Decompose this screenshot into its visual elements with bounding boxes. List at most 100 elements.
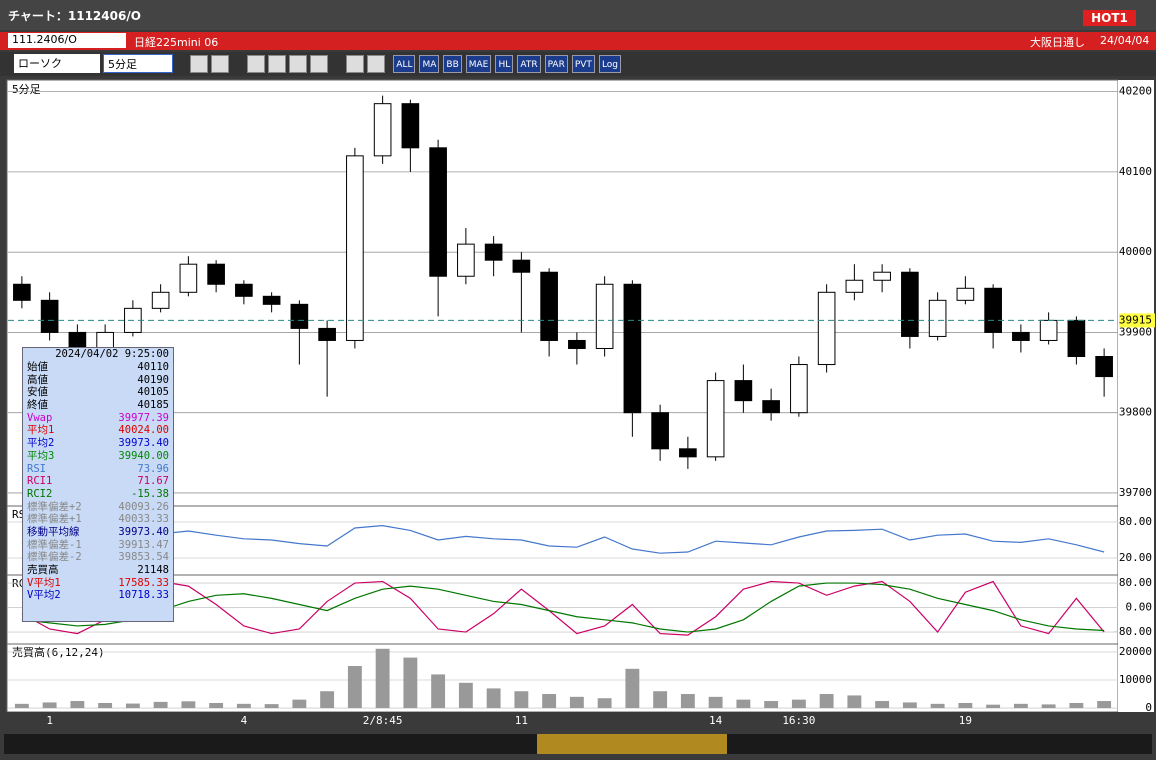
info-label: 売買高 <box>27 564 59 576</box>
tool-button[interactable]: MAE <box>465 55 492 73</box>
icon[interactable] <box>190 55 208 73</box>
info-row: RSI 73.96 <box>23 463 173 476</box>
hot-button[interactable]: HOT1 <box>1083 10 1136 26</box>
y-tick-label: 0.00 <box>1126 601 1153 614</box>
info-label: RCI2 <box>27 487 53 500</box>
info-row: V平均1 17585.33 <box>23 577 173 590</box>
volume-bar <box>264 704 279 709</box>
tool-button[interactable]: ALL <box>393 55 416 73</box>
info-value: 40185 <box>137 399 169 412</box>
tool-button[interactable]: PAR <box>544 55 568 73</box>
tool-button[interactable]: PVT <box>571 55 595 73</box>
panel-title: 売買高(6,12,24) <box>12 645 105 659</box>
candle-body <box>1039 319 1058 341</box>
volume-bar <box>958 702 973 709</box>
info-label: 高値 <box>27 373 48 386</box>
window-title: チャート：1112406/O <box>8 9 141 23</box>
info-value: 40093.26 <box>118 500 169 513</box>
current-price-box <box>1119 313 1155 328</box>
volume-bar <box>125 703 140 709</box>
candle-body <box>651 412 669 450</box>
instrument-name: 日経225mini 06 <box>134 36 219 49</box>
indicator-line <box>21 582 1105 633</box>
volume-bar <box>930 703 945 709</box>
chart-type-select[interactable]: ローソク <box>14 54 100 73</box>
scroll-thumb[interactable] <box>537 734 727 754</box>
info-row: Vwap 39977.39 <box>23 412 173 425</box>
symbol-input[interactable]: 111.2406/O <box>8 33 126 48</box>
volume-bar <box>764 701 779 709</box>
scrollbar[interactable] <box>4 734 1152 754</box>
volume-bar <box>1069 702 1084 709</box>
x-tick-label: 11 <box>515 714 528 727</box>
info-value: 39977.39 <box>118 411 169 424</box>
icon[interactable] <box>289 55 308 73</box>
info-value: 39973.40 <box>118 437 169 450</box>
candle-body <box>151 291 170 309</box>
volume-bar <box>236 703 251 709</box>
candle-body <box>706 380 725 458</box>
y-tick-label: 0 <box>1145 701 1152 714</box>
candle-body <box>346 155 364 341</box>
volume-bar <box>320 691 335 709</box>
y-tick-label: 39900 <box>1119 325 1152 338</box>
candle-body <box>623 283 642 414</box>
info-value: 39940.00 <box>118 449 169 462</box>
icon[interactable] <box>268 55 287 73</box>
icon[interactable] <box>247 55 266 73</box>
tool-button[interactable]: HL <box>495 55 514 73</box>
x-axis-area <box>0 712 1156 732</box>
info-value: 40110 <box>137 361 169 373</box>
header-bar: 111.2406/O 日経225mini 06 大阪日通し 24/04/04 <box>0 32 1156 50</box>
info-value: 21148 <box>137 564 169 576</box>
volume-bar <box>458 682 473 709</box>
candle-body <box>429 147 447 277</box>
info-row: 平均3 39940.00 <box>23 450 173 463</box>
tool-button[interactable]: ATR <box>517 55 541 73</box>
period-select[interactable]: 5分足 <box>103 54 173 73</box>
info-row: 終値 40185 <box>23 399 173 412</box>
candle-body <box>540 271 558 341</box>
y-tick-label: 40000 <box>1119 245 1152 258</box>
icon[interactable] <box>211 55 229 73</box>
candle-body <box>484 243 503 261</box>
info-row: 移動平均線 39973.40 <box>23 526 173 539</box>
y-tick-label: 20000 <box>1119 645 1152 658</box>
x-tick-label: 16:30 <box>782 714 815 727</box>
indicator-line <box>21 524 1105 554</box>
candle-body <box>928 299 947 337</box>
volume-bar <box>42 702 57 709</box>
candle-body <box>512 259 531 273</box>
tool-button[interactable]: Log <box>598 55 622 73</box>
icon[interactable] <box>310 55 329 73</box>
candle-body <box>1012 331 1030 341</box>
volume-bar <box>902 702 917 709</box>
date: 24/04/04 <box>1100 34 1150 47</box>
volume-bar <box>625 668 640 709</box>
candle-body <box>13 283 31 301</box>
info-value: 39853.54 <box>118 551 169 564</box>
tool-button[interactable]: MA <box>419 55 440 73</box>
info-label: 標準偏差-2 <box>27 551 82 564</box>
volume-bar <box>708 696 723 709</box>
info-row: 始値 40110 <box>23 361 173 374</box>
volume-bar <box>597 698 612 709</box>
info-label: 標準偏差-1 <box>27 538 82 551</box>
volume-bar <box>875 701 890 709</box>
info-label: 平均3 <box>27 449 55 462</box>
icon[interactable] <box>346 55 365 73</box>
info-label: RSI <box>27 462 46 475</box>
info-row: 安値 40105 <box>23 386 173 399</box>
info-box: 2024/04/02 9:25:00 始値 40110 高値 40190 安値 40105… <box>22 347 174 622</box>
title-bar: チャート：1112406/O HOT1 <box>0 0 1156 30</box>
volume-bar <box>14 703 29 709</box>
info-label: V平均1 <box>27 576 61 589</box>
info-label: V平均2 <box>27 589 61 602</box>
info-row: RCI1 71.67 <box>23 475 173 488</box>
candle-body <box>373 103 392 157</box>
volume-bar <box>347 666 362 709</box>
info-label: 標準偏差+2 <box>27 500 82 513</box>
tool-button[interactable]: BB <box>443 55 462 73</box>
icon[interactable] <box>367 55 386 73</box>
info-row: 標準偏差-2 39853.54 <box>23 551 173 564</box>
